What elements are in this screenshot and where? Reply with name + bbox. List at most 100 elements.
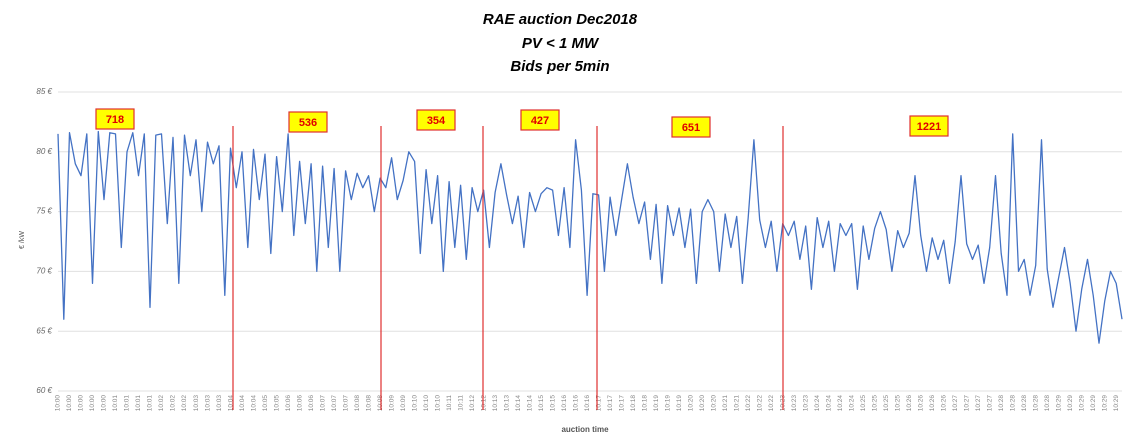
x-tick-label: 10:04 xyxy=(227,395,234,412)
annotation: 354 xyxy=(427,115,446,127)
dividers xyxy=(232,126,784,410)
x-tick-label: 10:13 xyxy=(503,395,510,412)
annotation-box xyxy=(671,116,711,138)
y-tick-label: 85 € xyxy=(36,87,52,96)
x-tick-label: 10:10 xyxy=(411,395,418,412)
x-tick-label: 10:00 xyxy=(89,395,96,412)
x-tick-label: 10:26 xyxy=(906,395,913,412)
x-tick-label: 10:27 xyxy=(975,395,982,412)
x-tick-label: 10:29 xyxy=(1113,395,1120,412)
annotation-box xyxy=(909,115,949,137)
x-tick-label: 10:05 xyxy=(273,395,280,412)
x-tick-label: 10:27 xyxy=(986,395,993,412)
x-tick-label: 10:18 xyxy=(630,395,637,412)
x-tick-label: 10:28 xyxy=(1032,395,1039,412)
x-tick-label: 10:06 xyxy=(308,395,315,412)
x-tick-label: 10:02 xyxy=(158,395,165,412)
x-tick-label: 10:04 xyxy=(239,395,246,412)
x-tick-label: 10:26 xyxy=(929,395,936,412)
annotation-box xyxy=(95,108,135,130)
x-tick-label: 10:25 xyxy=(860,395,867,412)
x-tick-label: 10:07 xyxy=(331,395,338,412)
x-tick-label: 10:22 xyxy=(745,395,752,412)
x-tick-label: 10:07 xyxy=(342,395,349,412)
x-tick-label: 10:17 xyxy=(595,395,602,412)
x-tick-label: 10:10 xyxy=(434,395,441,412)
x-tick-label: 10:16 xyxy=(584,395,591,412)
x-tick-label: 10:24 xyxy=(814,395,821,412)
data-line xyxy=(57,130,1123,344)
x-tick-label: 10:25 xyxy=(871,395,878,412)
y-tick-label: 80 € xyxy=(36,147,52,156)
chart-title: RAE auction Dec2018 xyxy=(483,11,638,28)
x-tick-label: 10:15 xyxy=(549,395,556,412)
x-tick-label: 10:29 xyxy=(1090,395,1097,412)
x-tick-label: 10:08 xyxy=(377,395,384,412)
chart-title: PV < 1 MW xyxy=(522,35,600,52)
x-tick-label: 10:12 xyxy=(469,395,476,412)
y-axis-label: € /kW xyxy=(19,231,26,249)
x-tick-label: 10:08 xyxy=(354,395,361,412)
x-tick-label: 10:22 xyxy=(756,395,763,412)
plot-area: 60 € 65 € 70 € 75 € 80 € 85 € 10:00 10:00 10:00 1… xyxy=(36,87,1123,412)
annotation: 536 xyxy=(299,117,317,129)
x-tick-label: 10:01 xyxy=(135,395,142,412)
x-tick-label: 10:24 xyxy=(837,395,844,412)
annotation: 1221 xyxy=(917,121,941,133)
annotation: 651 xyxy=(682,122,700,134)
x-tick-label: 10:11 xyxy=(457,395,464,411)
x-tick-label: 10:01 xyxy=(147,395,154,412)
x-tick-label: 10:20 xyxy=(699,395,706,412)
x-tick-label: 10:24 xyxy=(848,395,855,412)
x-tick-label: 10:20 xyxy=(687,395,694,412)
x-tick-label: 10:29 xyxy=(1101,395,1108,412)
x-tick-label: 10:00 xyxy=(55,395,62,412)
x-tick-label: 10:07 xyxy=(319,395,326,412)
x-axis-label: auction time xyxy=(561,425,609,434)
x-tick-label: 10:14 xyxy=(515,395,522,412)
x-tick-label: 10:23 xyxy=(791,395,798,412)
y-tick-label: 60 € xyxy=(36,386,52,395)
x-tick-label: 10:29 xyxy=(1067,395,1074,412)
x-tick-label: 10:29 xyxy=(1055,395,1062,412)
x-tick-label: 10:01 xyxy=(112,395,119,412)
x-tick-label: 10:02 xyxy=(181,395,188,412)
x-tick-label: 10:13 xyxy=(492,395,499,412)
x-tick-label: 10:16 xyxy=(572,395,579,412)
annotations: 718 536 354 427 651 1221 xyxy=(95,108,949,138)
y-tick-label: 65 € xyxy=(36,326,52,335)
x-tick-label: 10:28 xyxy=(998,395,1005,412)
x-tick-label: 10:06 xyxy=(285,395,292,412)
x-tick-label: 10:06 xyxy=(296,395,303,412)
x-tick-label: 10:17 xyxy=(607,395,614,412)
x-tick-label: 10:00 xyxy=(66,395,73,412)
x-tick-label: 10:10 xyxy=(423,395,430,412)
annotation: 718 xyxy=(106,114,124,126)
x-tick-label: 10:25 xyxy=(883,395,890,412)
y-tick-label: 75 € xyxy=(36,207,52,216)
x-tick-label: 10:14 xyxy=(526,395,533,412)
x-tick-label: 10:16 xyxy=(561,395,568,412)
x-tick-label: 10:26 xyxy=(940,395,947,412)
x-tick-label: 10:00 xyxy=(78,395,85,412)
x-tick-label: 10:28 xyxy=(1021,395,1028,412)
x-tick-label: 10:05 xyxy=(262,395,269,412)
x-tick-label: 10:24 xyxy=(825,395,832,412)
x-tick-label: 10:27 xyxy=(952,395,959,412)
x-tick-label: 10:09 xyxy=(388,395,395,412)
x-tick-label: 10:29 xyxy=(1078,395,1085,412)
x-tick-label: 10:28 xyxy=(1044,395,1051,412)
x-tick-label: 10:15 xyxy=(538,395,545,412)
annotation: 427 xyxy=(531,115,549,127)
x-tick-label: 10:20 xyxy=(710,395,717,412)
x-tick-label: 10:23 xyxy=(802,395,809,412)
y-tick-label: 70 € xyxy=(36,267,52,276)
x-tick-label: 10:12 xyxy=(480,395,487,412)
x-tick-label: 10:27 xyxy=(963,395,970,412)
x-tick-label: 10:08 xyxy=(365,395,372,412)
x-tick-label: 10:04 xyxy=(250,395,257,412)
x-tick-label: 10:26 xyxy=(917,395,924,412)
x-tick-label: 10:09 xyxy=(400,395,407,412)
x-tick-label: 10:03 xyxy=(204,395,211,412)
